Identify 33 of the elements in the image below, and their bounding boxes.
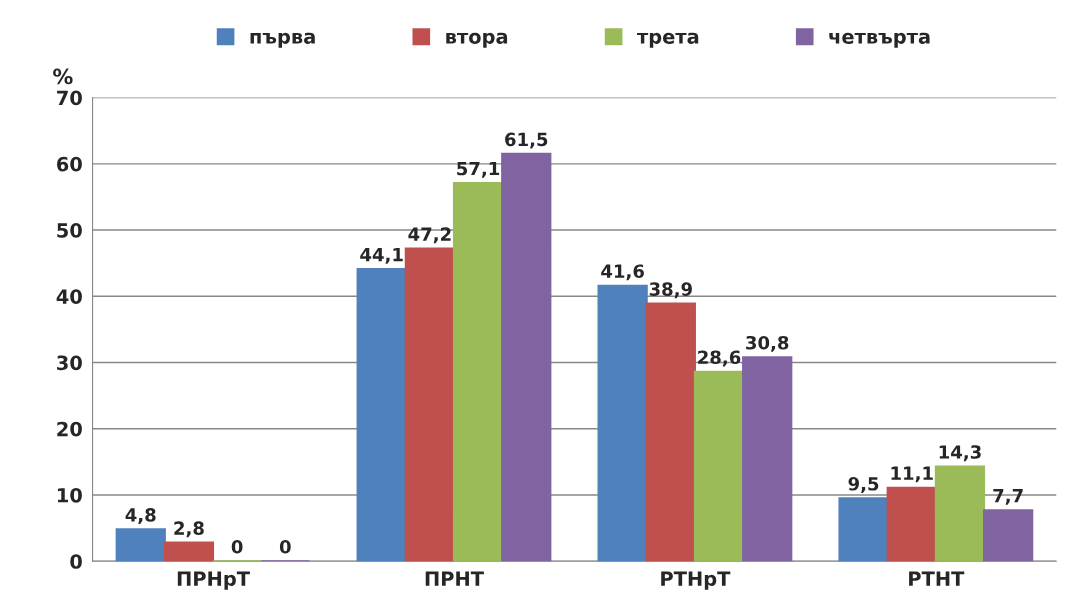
x-tick-label: РТНТ (909, 571, 965, 586)
data-label: 44,1 (360, 248, 403, 264)
y-tick-label: 0 (70, 554, 82, 569)
data-label: 0 (231, 539, 243, 554)
data-label: 38,9 (649, 282, 692, 299)
legend-label: четвърта (829, 32, 930, 48)
data-label: 4,8 (125, 508, 156, 525)
data-label: 61,5 (505, 132, 548, 149)
data-label: 7,7 (993, 489, 1023, 505)
data-label: 2,8 (174, 521, 204, 538)
x-tick-label: РТНрТ (661, 571, 731, 590)
data-label: 9,5 (848, 476, 879, 493)
y-tick-label: 40 (56, 289, 82, 304)
data-label: 0 (279, 539, 291, 554)
legend-label: трета (637, 32, 699, 48)
y-tick-label: 30 (57, 355, 82, 371)
y-axis-title: % (53, 68, 73, 85)
legend-label: първа (250, 32, 315, 48)
legend-label: втора (446, 32, 508, 48)
y-tick-label: 50 (57, 223, 82, 238)
data-label: 11,1 (891, 466, 933, 483)
y-tick-label: 60 (56, 156, 82, 172)
data-label: 14,3 (939, 445, 981, 462)
data-label: 47,2 (408, 227, 451, 244)
y-tick-label: 20 (57, 421, 82, 437)
y-tick-label: 10 (57, 487, 82, 503)
x-tick-label: ПРНТ (425, 571, 484, 586)
data-label: 41,6 (601, 264, 644, 281)
data-label: 28,6 (698, 350, 741, 367)
x-tick-label: ПРНрТ (177, 571, 250, 590)
data-label: 57,1 (457, 161, 500, 178)
y-tick-label: 70 (57, 90, 82, 106)
data-label: 30,8 (746, 335, 789, 352)
